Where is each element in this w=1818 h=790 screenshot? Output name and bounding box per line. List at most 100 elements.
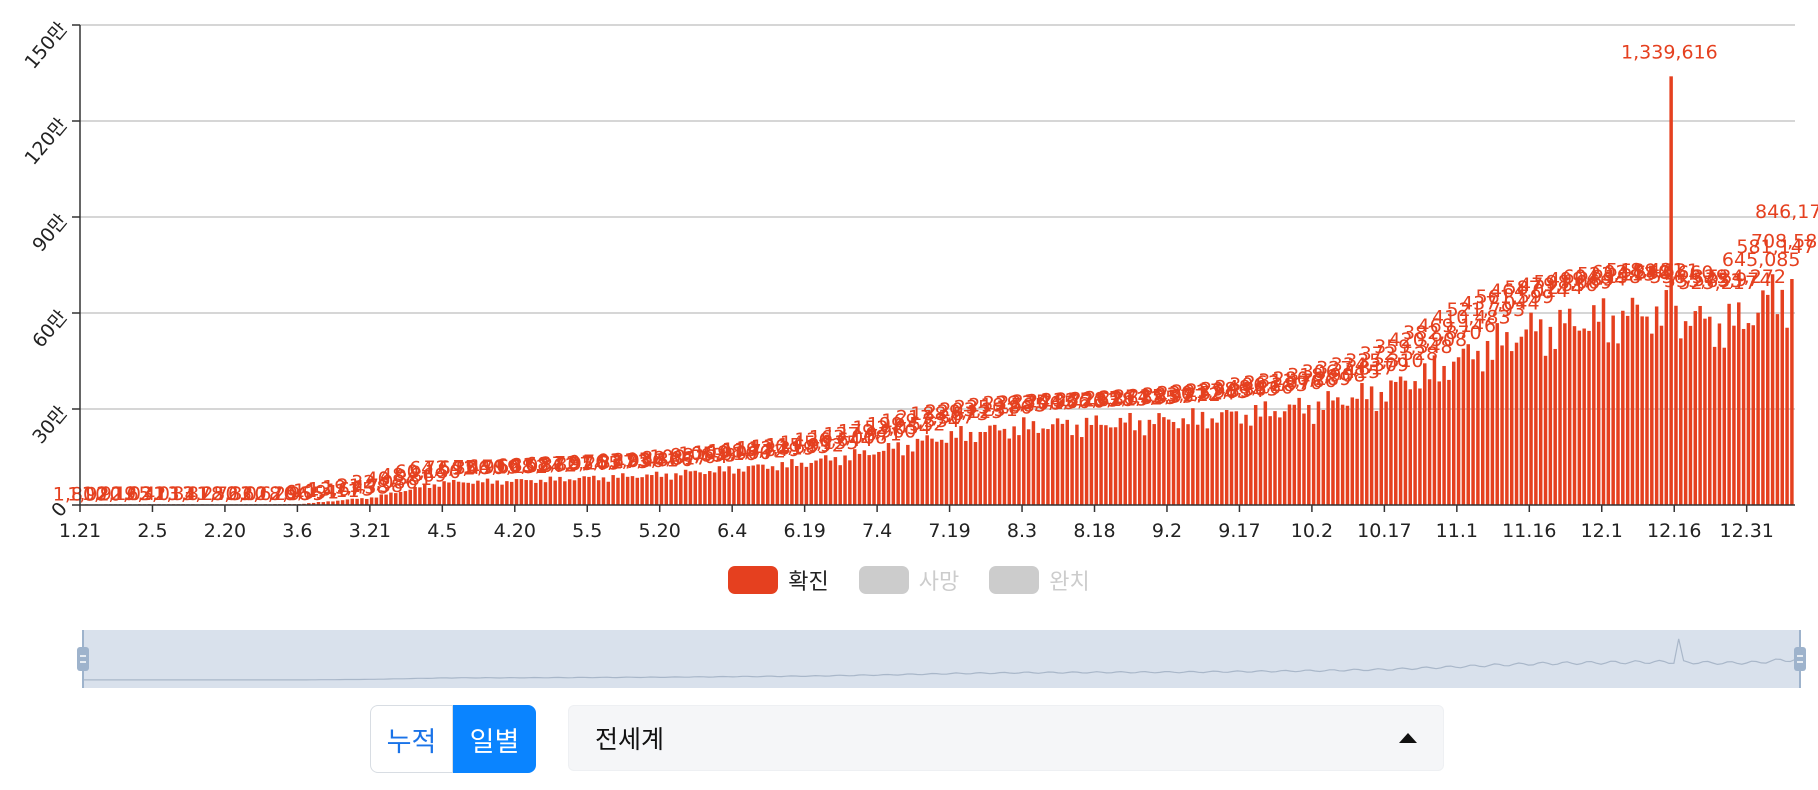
data-label: 237,334 [1186,380,1265,402]
bar [683,469,688,505]
data-label: 91,327 [569,452,635,474]
bar [1413,381,1417,505]
region-select-value: 전세계 [595,725,665,754]
y-tick-label: 150만 [20,18,71,73]
data-label: 126,644 [794,429,873,451]
bar [949,431,954,505]
data-label: 335,310 [1345,350,1424,372]
data-label: 235,966 [1012,391,1091,413]
bar [1471,359,1475,505]
bar [572,480,577,505]
bar [442,481,446,505]
bar [1080,437,1084,505]
bar [1500,345,1504,505]
bar [543,482,548,505]
bar [1780,289,1784,505]
bar [1365,399,1369,505]
bar [925,435,929,505]
bar [1698,305,1702,505]
legend-item-deaths[interactable]: 사망 [858,564,960,596]
data-label: 265,672 [1084,388,1163,410]
range-navigator[interactable] [77,630,1806,688]
bar [964,440,968,505]
bar [630,476,635,505]
bar [1659,325,1664,505]
bar [1152,424,1156,505]
bar [1031,421,1036,505]
data-label: 283,222 [1142,384,1221,406]
bar [1022,417,1026,505]
bar [587,476,591,505]
bar [1572,326,1577,505]
daily-button[interactable]: 일별 [453,705,536,773]
data-label: 327,817 [1316,357,1395,379]
bar [1278,417,1282,505]
bar [1732,325,1736,505]
bar [538,479,543,505]
bar [1147,419,1152,505]
navigator-left-handle[interactable] [77,647,89,671]
data-label: 1,920 [67,483,121,505]
data-label: 244,776 [1026,390,1105,412]
bar [770,466,775,505]
bar [1369,386,1374,505]
bar [355,498,359,505]
data-label: 19,438 [322,477,388,499]
data-label: 48,869 [380,465,446,487]
bar [1229,411,1234,505]
bar [1176,428,1181,505]
bar [1041,428,1045,505]
legend-item-confirmed[interactable]: 확진 [728,564,829,596]
bar [1307,404,1311,505]
legend-item-recovered[interactable]: 완치 [989,564,1090,596]
y-tick-label: 30만 [28,402,72,448]
bar [1137,420,1142,505]
bar [978,431,983,505]
bar [1007,438,1012,505]
bar [1712,346,1717,505]
bar [1191,408,1195,505]
bar [679,475,683,505]
region-select[interactable]: 전세계 [568,705,1444,771]
data-label: 2,341 [154,483,208,505]
bar [529,480,533,505]
bar [495,480,499,505]
bar [1326,391,1330,505]
bar [906,444,910,505]
data-label: 233,715 [997,392,1076,414]
bar [693,470,698,505]
bar [427,487,432,505]
bar [437,486,441,505]
bar [1582,328,1586,505]
bar [466,482,470,505]
bar [1664,290,1669,505]
bar [1113,427,1118,505]
bar [331,501,335,505]
bar [722,471,726,505]
data-label: 555,853 [1664,270,1743,292]
data-label: 2,013 [140,483,194,505]
bar [1046,429,1050,505]
bar [1311,423,1316,505]
bar [1263,401,1268,505]
legend-label-deaths: 사망 [918,570,960,595]
cumulative-button[interactable]: 누적 [370,705,453,773]
bar [534,482,538,505]
bar [471,483,475,505]
data-label: 2,296 [256,483,310,505]
data-label: 521,793 [1447,299,1526,321]
bar [336,500,340,505]
data-label: 708,585 [1751,231,1818,253]
bar [1123,422,1127,505]
data-label: 40,381 [366,468,432,490]
bar [935,441,939,505]
bar [1157,413,1161,505]
bar [983,432,987,505]
navigator-right-handle[interactable] [1794,647,1806,671]
bar [1529,312,1533,505]
bar [1418,388,1422,505]
data-label: 479,556 [1519,274,1598,296]
bar [1384,401,1388,505]
x-tick-label: 9.17 [1218,520,1260,542]
data-label: 68,807 [525,454,591,476]
